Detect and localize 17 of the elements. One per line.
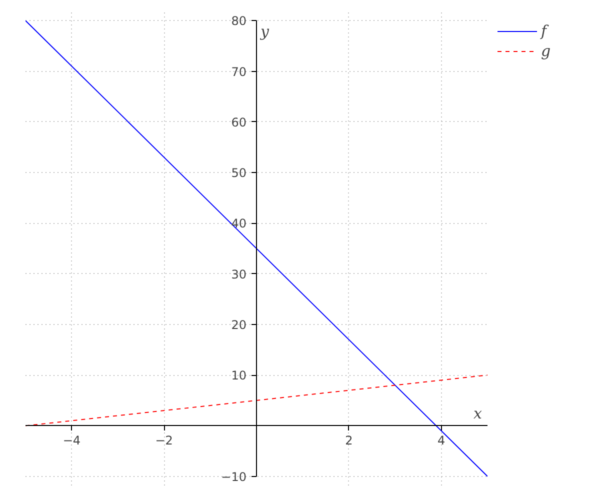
y-tick-label: 30	[231, 267, 247, 282]
y-tick-label: 10	[231, 368, 247, 383]
x-axis-title: x	[474, 404, 482, 423]
y-tick-label: −10	[221, 470, 247, 484]
y-tick-label: 80	[231, 14, 247, 28]
y-tick-label: 50	[231, 166, 247, 180]
x-tick-label: −2	[155, 434, 173, 448]
y-tick-label: 70	[231, 64, 247, 79]
x-tick-label: −4	[62, 434, 81, 448]
y-tick-label: 20	[231, 318, 247, 332]
x-tick-label: 4	[437, 434, 446, 448]
x-tick-label: 2	[345, 434, 353, 448]
y-axis-title: y	[260, 22, 270, 41]
y-tick-label: 60	[231, 115, 247, 130]
legend-label: f	[541, 22, 550, 40]
legend-label: g	[541, 42, 552, 60]
y-tick-label: 40	[231, 216, 247, 231]
